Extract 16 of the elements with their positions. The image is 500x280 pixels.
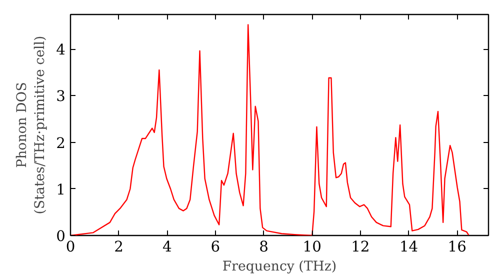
y-tick-label: 0 (56, 228, 66, 245)
y-tick-label: 4 (56, 42, 66, 58)
x-tick-label: 12 (351, 238, 370, 256)
x-tick-label: 14 (399, 238, 418, 256)
x-tick-label: 10 (302, 238, 322, 256)
x-tick-label: 8 (259, 238, 268, 256)
x-tick-label: 2 (114, 238, 124, 256)
x-tick-label: 6 (210, 238, 220, 256)
y-tick-label: 1 (56, 181, 66, 198)
y-tick-label: 3 (56, 88, 66, 106)
x-tick-label: 16 (448, 238, 466, 256)
y-tick-label: 2 (56, 134, 66, 152)
line-series (70, 24, 470, 236)
y-axis-title: Phonon DOS (States/THz·primitive cell) (15, 36, 48, 214)
x-tick-label: 4 (162, 238, 172, 256)
x-axis-title: Frequency (THz) (222, 260, 337, 274)
